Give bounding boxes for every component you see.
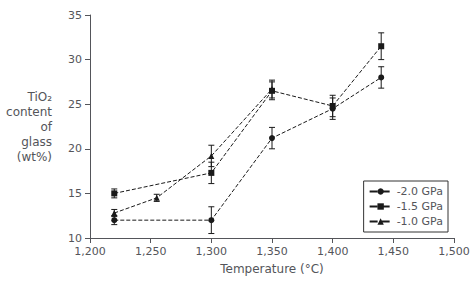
svg-text:Temperature (°C): Temperature (°C) bbox=[219, 262, 324, 276]
svg-text:(wt%): (wt%) bbox=[17, 150, 52, 164]
svg-text:1,300: 1,300 bbox=[196, 245, 228, 258]
svg-text:-1.5 GPa: -1.5 GPa bbox=[397, 200, 443, 213]
svg-text:glass: glass bbox=[21, 135, 52, 149]
svg-text:-1.0 GPa: -1.0 GPa bbox=[397, 215, 443, 228]
svg-text:10: 10 bbox=[68, 232, 82, 245]
svg-text:1,400: 1,400 bbox=[317, 245, 349, 258]
svg-text:-2.0 GPa: -2.0 GPa bbox=[397, 185, 443, 198]
svg-text:1,500: 1,500 bbox=[438, 245, 470, 258]
svg-text:content: content bbox=[6, 105, 52, 119]
svg-text:35: 35 bbox=[68, 9, 82, 22]
svg-text:1,350: 1,350 bbox=[256, 245, 288, 258]
svg-text:15: 15 bbox=[68, 187, 82, 200]
svg-text:1,250: 1,250 bbox=[135, 245, 167, 258]
svg-text:30: 30 bbox=[68, 53, 82, 66]
svg-text:25: 25 bbox=[68, 98, 82, 111]
svg-text:TiO₂: TiO₂ bbox=[26, 90, 52, 104]
svg-text:1,450: 1,450 bbox=[378, 245, 410, 258]
svg-text:1,200: 1,200 bbox=[74, 245, 106, 258]
svg-text:of: of bbox=[40, 120, 52, 134]
svg-text:20: 20 bbox=[68, 142, 82, 155]
